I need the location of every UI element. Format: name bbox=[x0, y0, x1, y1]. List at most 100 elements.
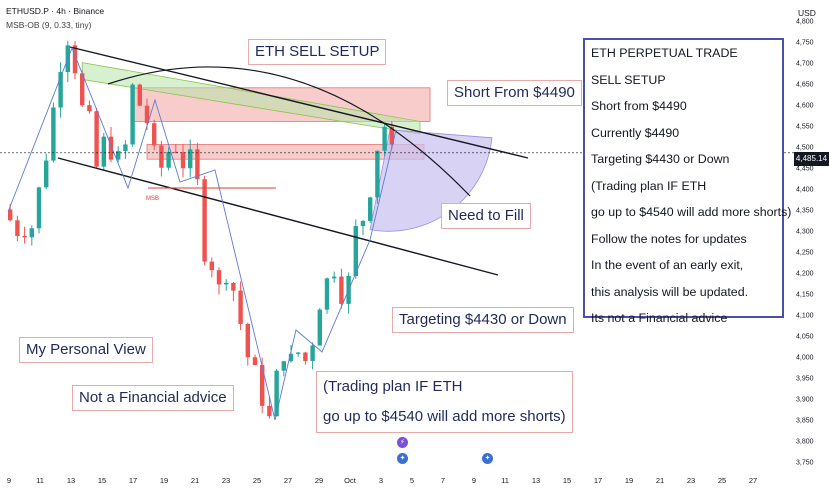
x-tick-label: 25 bbox=[253, 476, 261, 485]
msb-label: MSB bbox=[146, 196, 159, 202]
trading-plan-line-2: go up to $4540 will add more shorts) bbox=[323, 408, 566, 425]
trading-plan-line-1: (Trading plan IF ETH bbox=[323, 378, 463, 395]
event-flag-icon[interactable]: ⚡ bbox=[397, 437, 408, 448]
x-tick-label: 5 bbox=[410, 476, 414, 485]
candle-body bbox=[216, 270, 222, 285]
y-tick-label: 4,600 bbox=[796, 103, 814, 110]
x-tick-label: 19 bbox=[160, 476, 168, 485]
annotation-trading-plan[interactable]: (Trading plan IF ETH go up to $4540 will… bbox=[316, 371, 573, 433]
candle-body bbox=[209, 261, 214, 271]
y-tick-label: 3,800 bbox=[796, 439, 814, 446]
x-tick-label: 19 bbox=[625, 476, 633, 485]
candle-body bbox=[260, 365, 265, 406]
candle-body bbox=[94, 111, 99, 167]
y-tick-label: 4,350 bbox=[796, 208, 814, 215]
candle-body bbox=[332, 276, 337, 279]
currency-label[interactable]: USD bbox=[798, 8, 816, 18]
x-tick-label: 25 bbox=[718, 476, 726, 485]
candle-body bbox=[252, 357, 258, 366]
x-tick-label: 15 bbox=[98, 476, 106, 485]
y-tick-label: 4,750 bbox=[796, 40, 814, 47]
y-tick-label: 4,450 bbox=[796, 166, 814, 173]
annotation-sell-setup[interactable]: ETH SELL SETUP bbox=[248, 39, 387, 65]
y-tick-label: 4,200 bbox=[796, 271, 814, 278]
candle-body bbox=[58, 72, 63, 108]
x-tick-label: 17 bbox=[594, 476, 602, 485]
candle-body bbox=[368, 197, 373, 221]
x-tick-label: Oct bbox=[344, 476, 357, 485]
x-tick-label: 7 bbox=[441, 476, 445, 485]
candle-body bbox=[15, 220, 20, 236]
y-tick-label: 4,300 bbox=[796, 229, 814, 236]
notes-line: go up to $4540 will add more shorts) bbox=[591, 205, 792, 219]
x-tick-label: 21 bbox=[656, 476, 664, 485]
indicator-label[interactable]: MSB-OB (9, 0.33, tiny) bbox=[6, 20, 92, 30]
annotation-personal-view[interactable]: My Personal View bbox=[19, 337, 153, 363]
notes-line: Short from $4490 bbox=[591, 99, 687, 113]
annotation-short-from[interactable]: Short From $4490 bbox=[447, 80, 582, 106]
x-tick-label: 21 bbox=[191, 476, 199, 485]
candle-body bbox=[22, 235, 27, 238]
current-price-tag: 4,485.14 bbox=[794, 152, 829, 166]
x-tick-label: 29 bbox=[315, 476, 323, 485]
y-tick-label: 4,650 bbox=[796, 82, 814, 89]
candle-body bbox=[238, 290, 243, 324]
x-tick-label: 11 bbox=[36, 476, 44, 485]
notes-line: Follow the notes for updates bbox=[591, 231, 747, 246]
candle-body bbox=[101, 136, 106, 167]
annotation-need-to-fill[interactable]: Need to Fill bbox=[441, 203, 531, 229]
us-flag-icon[interactable]: ✦ bbox=[482, 453, 493, 464]
candle-body bbox=[166, 151, 171, 168]
x-tick-label: 11 bbox=[501, 476, 509, 485]
candle-body bbox=[389, 126, 394, 145]
arc-curve bbox=[107, 66, 471, 197]
trade-notes-panel[interactable]: ETH PERPETUAL TRADE SELL SETUP Short fro… bbox=[583, 38, 792, 325]
candle-body bbox=[44, 160, 49, 188]
y-tick-label: 4,150 bbox=[796, 292, 814, 299]
x-tick-label: 3 bbox=[379, 476, 383, 485]
candle-body bbox=[137, 84, 142, 106]
notes-line: this analysis will be updated. bbox=[591, 284, 749, 299]
notes-line: ETH PERPETUAL TRADE bbox=[591, 46, 738, 60]
x-tick-label: 13 bbox=[67, 476, 75, 485]
price-axis: 4,800 4,750 4,700 4,650 4,600 4,550 4,500 4,450… bbox=[796, 19, 814, 467]
candle-body bbox=[360, 220, 366, 227]
candle-body bbox=[159, 145, 164, 168]
candle-body bbox=[123, 144, 128, 152]
candle-body bbox=[375, 150, 380, 198]
candle-body bbox=[152, 123, 157, 146]
annotation-not-advice[interactable]: Not a Financial advice bbox=[72, 385, 234, 411]
y-tick-label: 4,500 bbox=[796, 145, 814, 152]
notes-line: Currently $4490 bbox=[591, 125, 680, 140]
candle-body bbox=[195, 149, 200, 180]
candle-body bbox=[288, 353, 294, 362]
candle-body bbox=[180, 152, 186, 169]
y-tick-label: 3,900 bbox=[796, 397, 814, 404]
y-tick-label: 4,000 bbox=[796, 355, 814, 362]
us-flag-icon[interactable]: ✦ bbox=[397, 453, 408, 464]
candle-body bbox=[202, 179, 207, 262]
chart-symbol-title: ETHUSD.P · 4h · Binance bbox=[6, 6, 105, 16]
candle-body bbox=[274, 370, 279, 417]
candle-body bbox=[144, 105, 150, 124]
candle-body bbox=[108, 136, 114, 160]
y-tick-label: 3,750 bbox=[796, 460, 814, 467]
channel-top-line bbox=[69, 46, 529, 159]
candle-body bbox=[130, 84, 135, 145]
candle-body bbox=[245, 323, 250, 358]
candle-body bbox=[80, 73, 85, 106]
candle-body bbox=[296, 352, 301, 354]
candle-body bbox=[51, 107, 56, 161]
candle-body bbox=[267, 405, 272, 417]
notes-line: Targeting $4430 or Down bbox=[591, 152, 730, 166]
candle-body bbox=[8, 209, 13, 221]
x-tick-label: 13 bbox=[532, 476, 540, 485]
candle-body bbox=[36, 187, 42, 229]
candle-body bbox=[87, 105, 92, 112]
x-tick-label: 27 bbox=[749, 476, 757, 485]
x-tick-label: 15 bbox=[563, 476, 571, 485]
candle-body bbox=[324, 278, 330, 310]
x-tick-label: 9 bbox=[472, 476, 476, 485]
annotation-targeting[interactable]: Targeting $4430 or Down bbox=[392, 307, 574, 333]
